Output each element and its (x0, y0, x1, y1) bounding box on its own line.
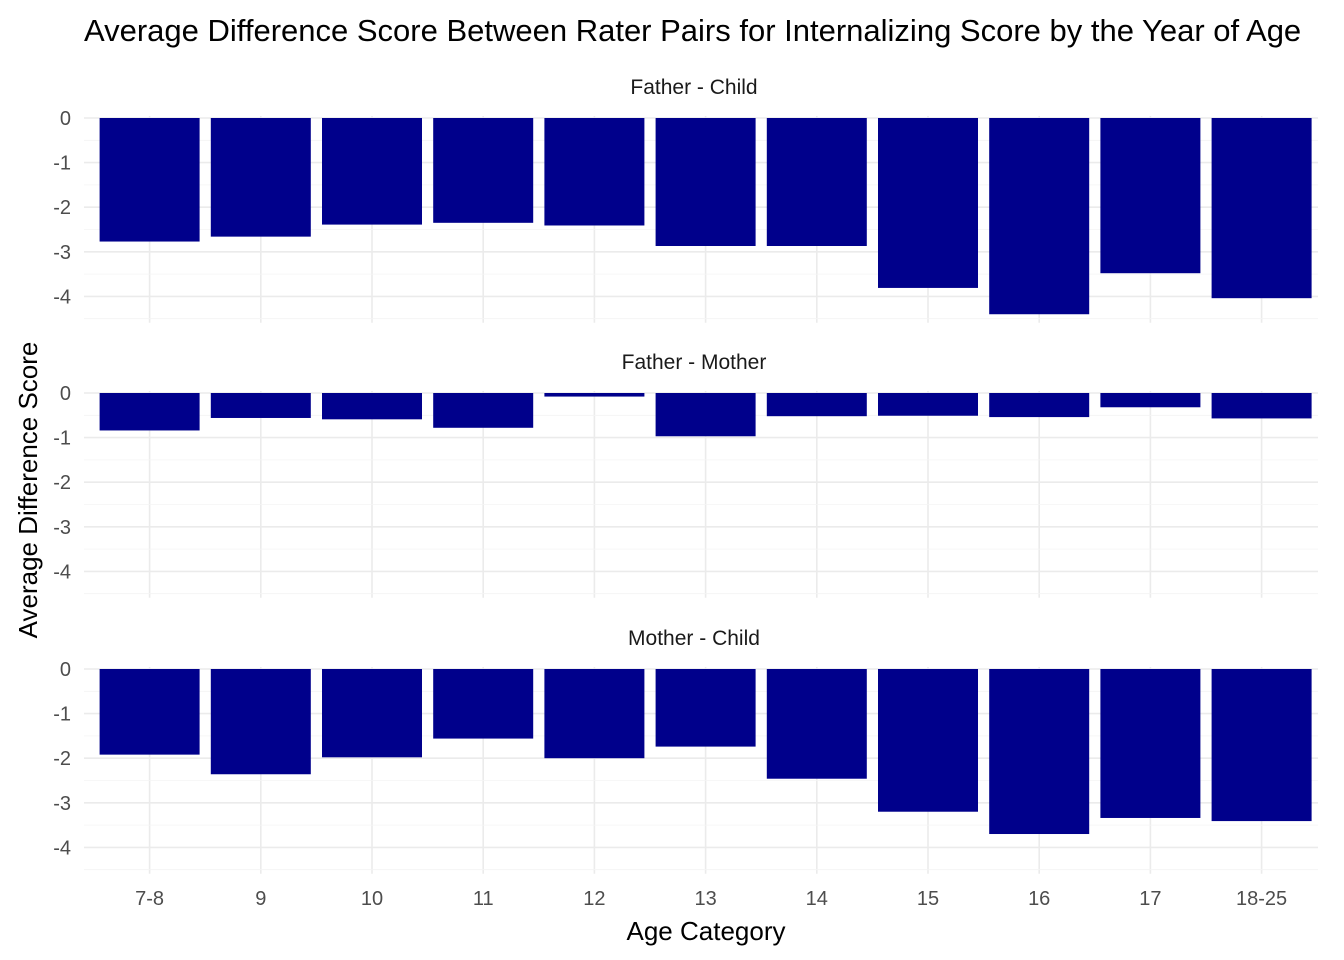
y-tick-label: -4 (53, 286, 71, 308)
bar (210, 393, 311, 418)
bar (1100, 118, 1201, 274)
facet-panel: 0 -1 -2 -3 -4 Father - Child (53, 76, 1318, 323)
bar (989, 669, 1090, 835)
bar (544, 669, 645, 759)
bar (1211, 118, 1312, 299)
facet-panel: 0 -1 -2 -3 -4 Mother - Child (53, 627, 1318, 874)
bar (433, 393, 534, 428)
x-tick-label: 7-8 (135, 888, 164, 910)
bar (989, 118, 1090, 315)
x-tick-label: 10 (361, 888, 383, 910)
x-tick-label: 15 (917, 888, 939, 910)
bar (878, 669, 978, 812)
x-tick-label: 18-25 (1236, 888, 1287, 910)
x-tick-label: 16 (1028, 888, 1050, 910)
bar (99, 118, 200, 242)
facet-strip-label: Father - Child (630, 76, 757, 99)
y-tick-label: -2 (53, 748, 71, 770)
bar (878, 118, 978, 288)
bar (766, 118, 867, 247)
x-tick-label: 11 (473, 888, 494, 910)
bar (210, 118, 311, 237)
y-tick-label: -1 (53, 428, 71, 450)
y-tick-label: 0 (60, 383, 71, 405)
facet-panel: 0 -1 -2 -3 -4 Father - Mother (53, 351, 1318, 598)
y-tick-label: -1 (53, 704, 71, 726)
bar (544, 393, 645, 397)
x-tick-label: 13 (694, 888, 716, 910)
y-tick-label: -3 (53, 517, 71, 539)
bar (655, 393, 756, 437)
y-tick-label: 0 (60, 108, 71, 130)
bar (1211, 669, 1312, 822)
bar (433, 669, 534, 739)
facet-strip-label: Mother - Child (628, 627, 760, 650)
facet-strip-label: Father - Mother (622, 351, 767, 374)
bar (322, 393, 422, 420)
bar (99, 669, 200, 755)
x-axis-title: Age Category (627, 916, 786, 946)
chart-title: Average Difference Score Between Rater P… (84, 13, 1301, 48)
x-tick-label: 14 (806, 888, 828, 910)
x-tick-label: 9 (255, 888, 266, 910)
y-tick-label: -4 (53, 837, 71, 859)
x-tick-label: 17 (1139, 888, 1161, 910)
bar (878, 393, 978, 416)
y-tick-label: -3 (53, 793, 71, 815)
bar (1100, 669, 1201, 818)
bar (210, 669, 311, 775)
bar (766, 669, 867, 779)
bar (655, 118, 756, 247)
bar (322, 118, 422, 225)
x-tick-label: 12 (583, 888, 605, 910)
y-tick-label: -1 (53, 153, 71, 175)
facet-panels: 0 -1 -2 -3 -4 Father - Child 0 -1 -2 -3 -4 Father -… (53, 76, 1318, 874)
bar (989, 393, 1090, 418)
y-tick-label: -4 (53, 561, 71, 583)
bar (322, 669, 422, 758)
y-tick-label: -3 (53, 242, 71, 264)
y-axis-title: Average Difference Score (13, 342, 43, 639)
bar (1211, 393, 1312, 419)
bar (99, 393, 200, 431)
bar (1100, 393, 1201, 408)
bar (433, 118, 534, 223)
bar (655, 669, 756, 747)
y-tick-label: -2 (53, 472, 71, 494)
bar (544, 118, 645, 226)
bar (766, 393, 867, 417)
x-axis-tick-labels: 7-8 9 10 11 12 13 14 15 16 17 18-25 (135, 888, 1287, 910)
y-tick-label: -2 (53, 197, 71, 219)
y-tick-label: 0 (60, 659, 71, 681)
